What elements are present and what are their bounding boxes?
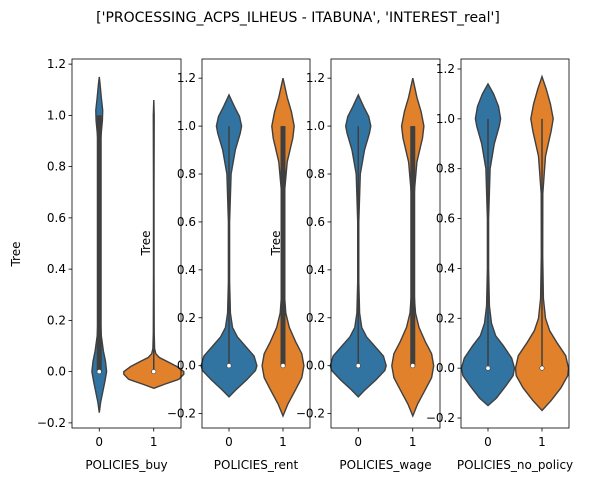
y-axis-label: Tree (139, 230, 153, 256)
figure-title: ['PROCESSING_ACPS_ILHEUS - ITABUNA', 'IN… (96, 10, 500, 26)
y-tick-label: −0.2 (296, 407, 325, 421)
y-axis-label: Tree (9, 241, 23, 267)
y-tick-label: 0.4 (47, 262, 66, 276)
y-tick-label: 1.0 (436, 112, 455, 126)
y-tick-label: 1.2 (47, 57, 66, 71)
y-tick-label: 0.4 (436, 261, 455, 275)
violin-median-1 (280, 363, 286, 369)
subplot-2: −0.2 0.0 0.2 0.4 0.6 0.8 1.0 1.2 0 1 POLICIES_rent… (139, 58, 311, 472)
x-tick-label: 0 (95, 435, 103, 449)
y-tick-label: 0.0 (306, 359, 325, 373)
y-tick-label: −0.2 (167, 407, 196, 421)
violin-median-0 (226, 363, 232, 369)
y-tick-label: 0.0 (177, 359, 196, 373)
x-tick-label: 1 (538, 435, 546, 449)
y-tick-label: 1.2 (436, 62, 455, 76)
y-tick-label: 0.2 (177, 311, 196, 325)
violin-median-0 (355, 363, 361, 369)
x-axis-label: POLICIES_rent (214, 458, 299, 472)
y-tick-label: 1.0 (306, 119, 325, 133)
y-tick-label: 0.6 (306, 215, 325, 229)
x-tick-label: 0 (484, 435, 492, 449)
y-tick-label: 0.8 (306, 167, 325, 181)
y-tick-label: 0.2 (306, 311, 325, 325)
y-tick-label: 0.4 (177, 263, 196, 277)
y-tick-label: 0.6 (436, 212, 455, 226)
y-tick-label: 0.0 (436, 361, 455, 375)
axes-frame (460, 58, 570, 429)
x-tick-label: 1 (150, 435, 158, 449)
y-tick-label: −0.2 (426, 411, 455, 425)
x-tick-label: 1 (409, 435, 417, 449)
violin-median-1 (151, 369, 157, 375)
y-tick-label: 1.0 (47, 108, 66, 122)
violin-median-0 (96, 369, 102, 375)
axes-frame (201, 58, 311, 429)
y-tick-label: 1.2 (306, 71, 325, 85)
y-tick-label: 1.0 (177, 119, 196, 133)
y-tick-label: 0.2 (47, 313, 66, 327)
x-tick-label: 1 (279, 435, 287, 449)
violin-iqr-box-0 (96, 115, 102, 372)
violin-median-1 (410, 363, 416, 369)
axes-frame (71, 58, 182, 429)
x-axis-label: POLICIES_buy (85, 458, 167, 472)
y-tick-label: 0.8 (436, 162, 455, 176)
y-axis-label: Tree (269, 230, 283, 256)
y-tick-label: 1.2 (177, 71, 196, 85)
subplot-3: −0.2 0.0 0.2 0.4 0.6 0.8 1.0 1.2 0 1 POLICIES_wage… (269, 58, 441, 472)
x-axis-label: POLICIES_no_policy (457, 458, 573, 472)
y-tick-label: 0.6 (47, 211, 66, 225)
subplot-1: −0.2 0.0 0.2 0.4 0.6 0.8 1.0 1.2 0 1 POLICIES_buy T… (9, 57, 185, 472)
axes-frame (330, 58, 441, 429)
violin-median-1 (539, 365, 545, 371)
y-tick-label: 0.8 (47, 160, 66, 174)
x-tick-label: 0 (354, 435, 362, 449)
y-tick-label: 0.8 (177, 167, 196, 181)
violin-iqr-box-1 (410, 126, 416, 366)
violin-iqr-box-1 (280, 126, 286, 366)
y-tick-label: 0.4 (306, 263, 325, 277)
x-tick-label: 0 (225, 435, 233, 449)
y-tick-label: −0.2 (37, 416, 66, 430)
y-tick-label: 0.0 (47, 365, 66, 379)
subplot-4: −0.2 0.0 0.2 0.4 0.6 0.8 1.0 1.2 0 1 POLICIES_no_p… (426, 58, 573, 472)
y-tick-label: 0.2 (436, 311, 455, 325)
violin-median-0 (485, 365, 491, 371)
subplot-panels: −0.2 0.0 0.2 0.4 0.6 0.8 1.0 1.2 0 1 POLICIES_buy T… (9, 57, 573, 472)
y-tick-label: 0.6 (177, 215, 196, 229)
x-axis-label: POLICIES_wage (339, 458, 431, 472)
